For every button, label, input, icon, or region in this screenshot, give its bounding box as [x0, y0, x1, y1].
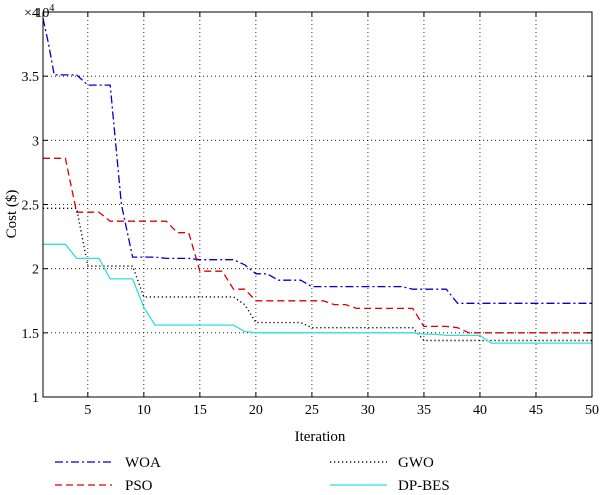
legend: WOA PSO GWO DP-BES [55, 455, 450, 494]
axis-tick-labels: 5 10 15 20 25 30 35 40 45 50 1 1.5 2 2.5 3 3.5 4 [22, 6, 600, 418]
x-tick-label: 25 [305, 403, 319, 418]
series-line-dp-bes [43, 243, 592, 344]
x-tick-label: 10 [137, 403, 151, 418]
y-tick-label: 4 [32, 6, 39, 21]
y-tick-label: 1.5 [22, 327, 40, 342]
x-tick-label: 50 [585, 403, 599, 418]
series-line-pso [43, 157, 592, 334]
x-tick-label: 40 [473, 403, 487, 418]
x-axis-label: Iteration [295, 429, 346, 445]
y-axis-label: Cost ($) [4, 190, 20, 239]
legend-label-gwo: GWO [398, 455, 434, 471]
plot-frame [42, 11, 593, 398]
x-tick-label: 5 [84, 403, 91, 418]
legend-label-woa: WOA [125, 455, 161, 471]
y-tick-label: 3 [32, 134, 39, 149]
axis-ticks [43, 11, 593, 398]
series-lines [42, 18, 592, 344]
x-tick-label: 35 [417, 403, 431, 418]
grid-lines [43, 12, 592, 397]
x-tick-label: 20 [249, 403, 263, 418]
y-tick-label: 1 [32, 391, 39, 406]
x-tick-label: 45 [529, 403, 543, 418]
y-tick-label: 3.5 [22, 70, 40, 85]
y-tick-label: 2 [32, 263, 39, 278]
x-tick-label: 30 [361, 403, 375, 418]
y-axis-multiplier: × 104 [24, 3, 54, 21]
series-line-woa [42, 18, 592, 304]
series-line-gwo [43, 207, 592, 342]
legend-label-dp-bes: DP-BES [398, 478, 450, 494]
y-tick-label: 2.5 [22, 199, 40, 214]
legend-label-pso: PSO [125, 478, 153, 494]
x-tick-label: 15 [193, 403, 207, 418]
